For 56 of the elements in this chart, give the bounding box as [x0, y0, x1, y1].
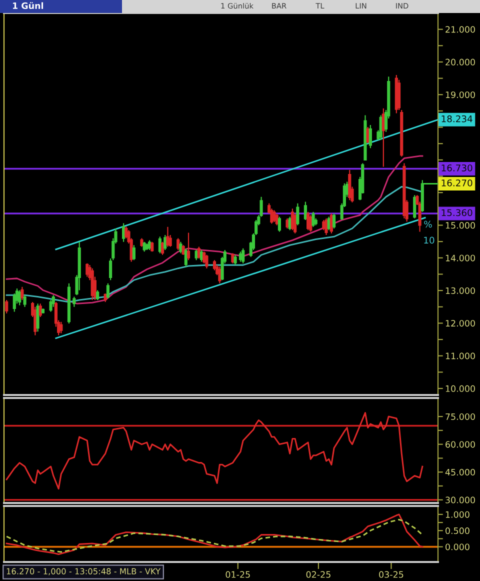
candlestick: [272, 210, 276, 223]
candlestick: [218, 266, 222, 284]
data-label: 18.234: [442, 115, 472, 122]
y-tick-label: 10.000: [446, 385, 475, 392]
y-tick-label: 15.000: [446, 222, 475, 229]
candlestick: [286, 218, 289, 230]
line-series: [6, 155, 424, 304]
annotation: 10: [424, 236, 434, 244]
candlestick: [402, 162, 406, 219]
candlestick: [186, 232, 190, 261]
candlestick: [72, 296, 76, 308]
candlestick: [364, 114, 367, 161]
ref-line-label: 16.730: [442, 164, 472, 172]
y-tick-label: 75.000: [446, 413, 475, 420]
y-tick-label: 1.000: [446, 511, 470, 518]
y-tick-label: 0.500: [446, 527, 470, 534]
candlestick: [234, 254, 237, 266]
y-tick-label: 21.000: [446, 26, 475, 33]
candlestick: [60, 321, 63, 334]
candlestick: [231, 252, 234, 264]
candlestick: [23, 294, 26, 308]
y-tick-label: 11.000: [446, 352, 475, 360]
candlestick: [140, 238, 144, 248]
candlestick: [205, 254, 208, 269]
candlestick: [312, 211, 315, 228]
chart-title: 1 Günl: [12, 2, 44, 10]
candlestick: [179, 241, 182, 254]
y-tick-label: 45.000: [445, 468, 475, 476]
y-tick-label: 60.000: [446, 441, 475, 448]
x-tick-label: 02-25: [306, 571, 330, 578]
y-tick-label: 13.000: [446, 287, 475, 294]
candlestick: [212, 260, 216, 271]
y-tick-label: 19.000: [446, 91, 475, 98]
candlestick: [166, 226, 170, 248]
candlestick: [41, 308, 45, 314]
candlestick: [382, 108, 385, 168]
candlestick: [36, 303, 40, 332]
candlestick: [324, 218, 328, 236]
y-tick-label: 14.000: [446, 254, 475, 262]
x-tick-label: 01-25: [226, 571, 250, 578]
candlestick: [96, 290, 100, 301]
text: 16.270 - 1,000 - 13:05:48 - MLB - VKY: [6, 568, 161, 576]
y-tick-label: 0.000: [446, 544, 470, 550]
annotation: %: [424, 220, 432, 228]
annotation: 16.270: [442, 179, 472, 186]
candlestick: [78, 241, 81, 291]
y-tick-label: 12.000: [446, 320, 475, 327]
y-tick-label: 20.000: [446, 58, 475, 66]
x-tick-label: 03-25: [379, 571, 404, 578]
candlestick: [5, 299, 8, 314]
candlestick: [49, 299, 52, 312]
ref-line-label: 15.360: [442, 209, 472, 216]
line-series: [6, 186, 424, 303]
candlestick: [52, 294, 55, 308]
line-series: [6, 412, 424, 490]
y-tick-label: 30.000: [446, 496, 475, 504]
